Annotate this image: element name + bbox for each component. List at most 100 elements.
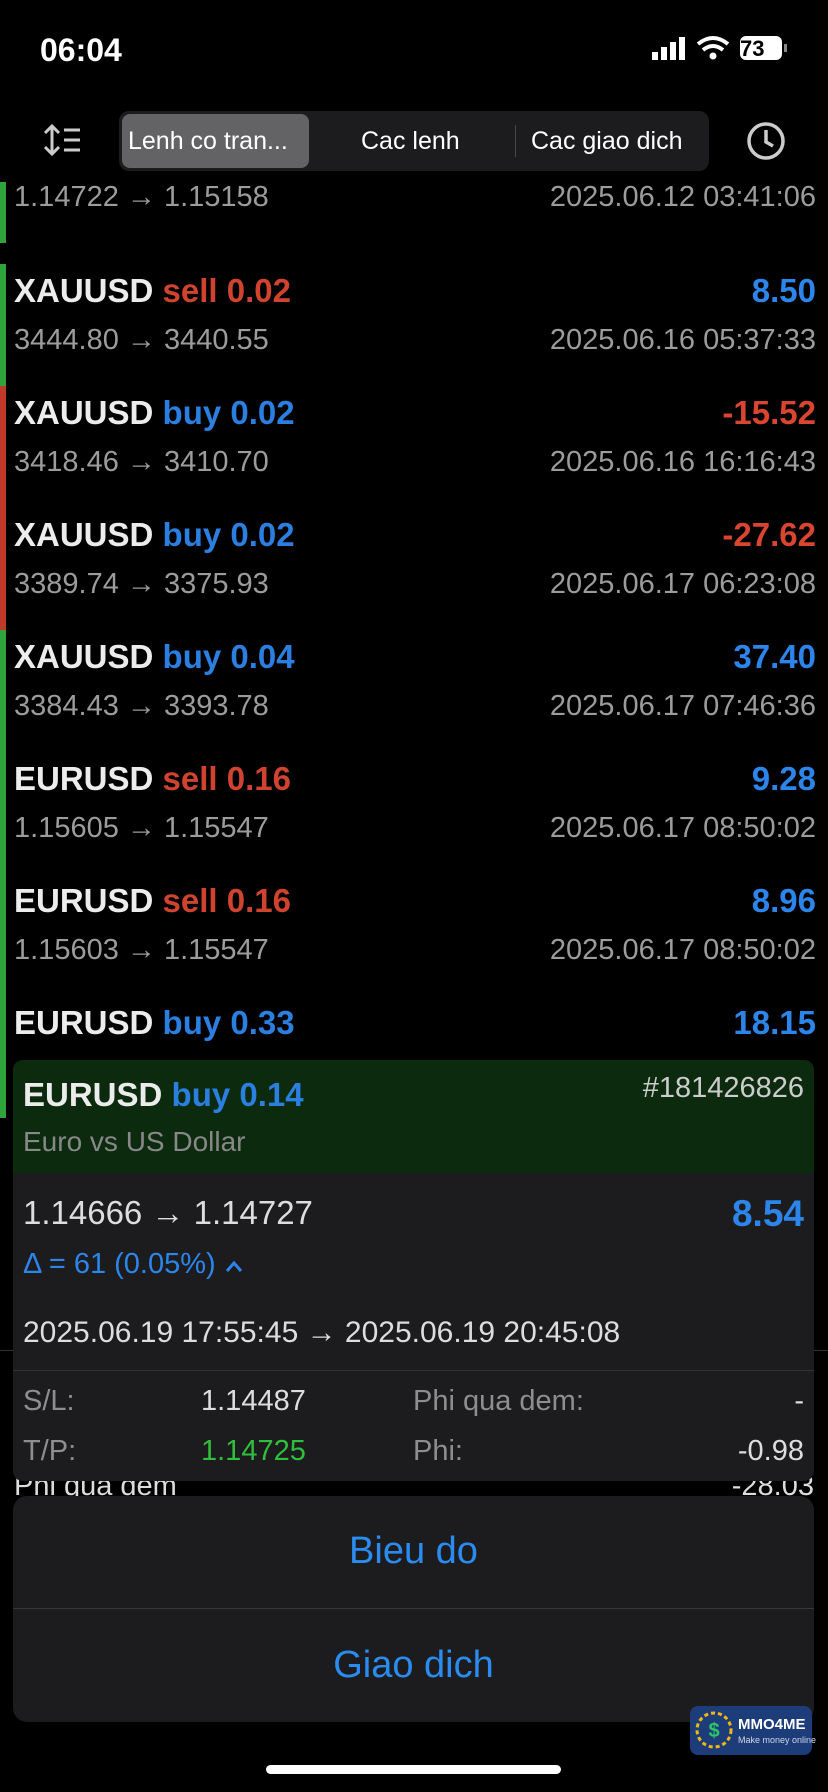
- trade-row[interactable]: EURUSD sell 0.16 9.28 1.15605 → 1.15547 202…: [0, 752, 828, 874]
- trade-row[interactable]: 1.14722 → 1.15158 2025.06.12 03:41:06: [0, 121, 828, 243]
- field-label: Phi qua dem:: [413, 1385, 584, 1417]
- trade-row[interactable]: XAUUSD buy 0.02 -27.62 3389.74 → 3375.93 20…: [0, 508, 828, 630]
- side: sell: [162, 272, 218, 309]
- trade-title: EURUSD buy 0.33: [14, 1004, 295, 1042]
- side: buy: [162, 638, 222, 675]
- volume: 0.16: [226, 882, 291, 919]
- volume: 0.04: [230, 638, 295, 675]
- profit: 18.15: [733, 1004, 816, 1041]
- profit: -27.62: [722, 516, 816, 553]
- divider: [515, 125, 516, 157]
- volume: 0.16: [226, 760, 291, 797]
- price-range: 1.14666 → 1.14727: [23, 1194, 313, 1231]
- divider: [13, 1608, 814, 1609]
- close-time: 2025.06.17 07:46:36: [549, 690, 816, 722]
- symbol: EURUSD: [14, 760, 154, 797]
- tab[interactable]: Lenh co tran...: [128, 127, 288, 155]
- field-label: Phi:: [413, 1435, 463, 1467]
- home-indicator: [266, 1765, 561, 1774]
- symbol: EURUSD: [23, 1076, 163, 1113]
- field-value: 1.14487: [201, 1385, 306, 1417]
- field-value: 1.14725: [201, 1435, 306, 1467]
- history-button[interactable]: [745, 120, 787, 162]
- segmented-control: Lenh co tran... Cac lenh Cac giao dich: [119, 111, 709, 171]
- price-range: 1.14722 → 1.15158: [14, 181, 269, 213]
- volume: 0.02: [230, 516, 295, 553]
- description: Euro vs US Dollar: [23, 1126, 246, 1157]
- side: buy: [162, 516, 222, 553]
- watermark-title: MMO4ME: [738, 1716, 806, 1733]
- action-button[interactable]: Bieu do: [349, 1530, 478, 1572]
- delta-text: Δ = 61 (0.05%): [23, 1248, 216, 1280]
- side: sell: [162, 760, 218, 797]
- trade-title: EURUSD sell 0.16: [14, 760, 291, 798]
- price-range: 3444.80 → 3440.55: [14, 324, 269, 356]
- close-time: 2025.06.12 03:41:06: [549, 181, 816, 213]
- side: sell: [162, 882, 218, 919]
- symbol: EURUSD: [14, 1004, 154, 1041]
- trade-title: XAUUSD buy 0.02: [14, 394, 295, 432]
- field-label: S/L:: [23, 1385, 75, 1417]
- volume: 0.02: [230, 394, 295, 431]
- divider: [13, 1370, 814, 1371]
- profit: 8.54: [731, 1193, 804, 1234]
- svg-text:$: $: [708, 1720, 719, 1742]
- sort-button[interactable]: [42, 122, 84, 158]
- ticket: #181426826: [642, 1072, 804, 1104]
- delta[interactable]: Δ = 61 (0.05%): [23, 1248, 244, 1281]
- close-time: 2025.06.17 08:50:02: [549, 812, 816, 844]
- side: buy: [162, 1004, 222, 1041]
- trade-title: EURUSD sell 0.16: [14, 882, 291, 920]
- volume: 0.14: [239, 1076, 304, 1113]
- symbol: XAUUSD: [14, 516, 154, 553]
- close-time: 2025.06.17 08:50:02: [549, 934, 816, 966]
- price-range: 3389.74 → 3375.93: [14, 568, 269, 600]
- action-sheet: Bieu do Giao dich: [13, 1496, 814, 1722]
- tab[interactable]: Cac giao dich: [531, 127, 683, 155]
- trade-row[interactable]: XAUUSD sell 0.02 8.50 3444.80 → 3440.55 202…: [0, 264, 828, 386]
- field-value: -: [794, 1385, 804, 1417]
- tab-selected-bg: [122, 114, 309, 168]
- profit: 37.40: [733, 638, 816, 675]
- field-value: -0.98: [737, 1435, 804, 1467]
- field-label: T/P:: [23, 1435, 77, 1467]
- detail-popup: EURUSD buy 0.14 #181426826 Euro vs US Do…: [13, 1060, 814, 1481]
- action-button[interactable]: Giao dich: [333, 1644, 494, 1686]
- trade-title: XAUUSD buy 0.04: [14, 638, 295, 676]
- time-range: 2025.06.19 17:55:45 → 2025.06.19 20:45:0…: [23, 1316, 621, 1349]
- profit: 9.28: [751, 760, 816, 797]
- trade-row[interactable]: EURUSD sell 0.16 8.96 1.15603 → 1.15547 202…: [0, 874, 828, 996]
- header: 06:04 73 Lenh co tran... Cac lenh Cac gi…: [0, 0, 828, 182]
- volume: 0.33: [230, 1004, 295, 1041]
- watermark-logo: $: [695, 1711, 733, 1749]
- watermark-subtitle: Make money online: [738, 1735, 817, 1745]
- clock: 06:04: [40, 32, 122, 68]
- detail-header: [13, 1060, 814, 1173]
- symbol: XAUUSD: [14, 272, 154, 309]
- close-time: 2025.06.16 05:37:33: [549, 324, 816, 356]
- profit: 8.96: [751, 882, 816, 919]
- trade-title: XAUUSD buy 0.02: [14, 516, 295, 554]
- volume: 0.02: [226, 272, 291, 309]
- price-range: 3418.46 → 3410.70: [14, 446, 269, 478]
- trade-title: XAUUSD sell 0.02: [14, 272, 291, 310]
- symbol: XAUUSD: [14, 394, 154, 431]
- side: buy: [162, 394, 222, 431]
- chevron-up: [225, 1260, 242, 1272]
- trade-row[interactable]: XAUUSD buy 0.04 37.40 3384.43 → 3393.78 202…: [0, 630, 828, 752]
- profit: -15.52: [722, 394, 816, 431]
- trade-row[interactable]: XAUUSD buy 0.02 -15.52 3418.46 → 3410.70 20…: [0, 386, 828, 508]
- close-time: 2025.06.17 06:23:08: [549, 568, 816, 600]
- price-range: 1.15603 → 1.15547: [14, 934, 269, 966]
- detail-title: EURUSD buy 0.14: [23, 1076, 304, 1114]
- trade-row[interactable]: EURUSD buy 0.33 18.15: [0, 996, 828, 1118]
- status-icons: [652, 36, 787, 60]
- watermark: $ MMO4ME Make money online: [690, 1706, 816, 1755]
- tab[interactable]: Cac lenh: [361, 127, 460, 155]
- battery: 73: [740, 36, 765, 61]
- price-range: 3384.43 → 3393.78: [14, 690, 269, 722]
- side: buy: [171, 1076, 231, 1113]
- symbol: XAUUSD: [14, 638, 154, 675]
- close-time: 2025.06.16 16:16:43: [549, 446, 816, 478]
